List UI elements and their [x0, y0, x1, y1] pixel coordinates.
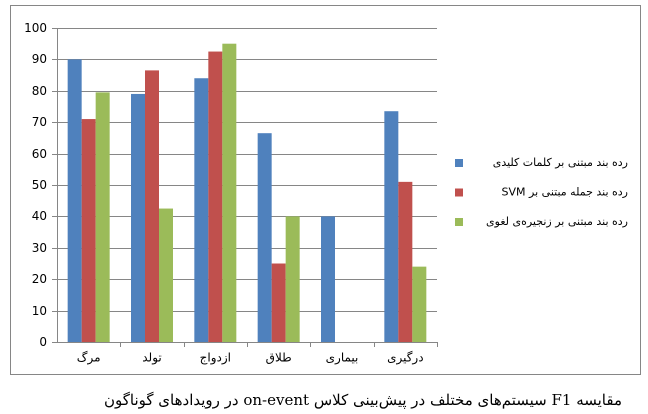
y-tick-label: 80	[32, 84, 47, 98]
x-tick-label: مرگ	[77, 351, 101, 366]
caption: مقایسه F1 سیستم‌های مختلف در پیش‌بینی کل…	[104, 391, 622, 409]
legend-swatch	[455, 188, 463, 197]
y-tick-label: 60	[32, 147, 47, 161]
y-tick-label: 30	[32, 241, 47, 255]
bar	[222, 43, 237, 342]
bar	[95, 92, 110, 343]
legend-label: رده بند مبتنی بر زنجیره‌ی لغوی	[486, 215, 628, 228]
x-tick-label: درگیری	[387, 351, 424, 366]
y-tick-label: 100	[24, 21, 47, 35]
bar	[398, 181, 413, 342]
legend-swatch	[455, 218, 463, 226]
bar	[194, 78, 209, 343]
y-tick-label: 50	[32, 178, 47, 192]
bar	[271, 263, 286, 342]
bar	[412, 266, 427, 342]
legend-swatch	[455, 159, 463, 167]
bar	[384, 111, 399, 343]
bar	[285, 216, 300, 342]
legend-label: رده بند جمله مبتنی بر SVM	[502, 186, 628, 199]
y-tick-label: 20	[32, 272, 47, 286]
x-tick-label: ازدواج	[200, 351, 231, 366]
bar	[81, 119, 96, 342]
x-tick-label: تولد	[142, 351, 162, 366]
y-tick-label: 40	[32, 209, 47, 223]
bar	[321, 216, 335, 342]
legend-label: رده بند مبتنی بر کلمات کلیدی	[493, 156, 628, 169]
y-tick-label: 10	[32, 304, 47, 318]
bar	[67, 59, 82, 343]
bar	[257, 133, 272, 342]
y-tick-label: 70	[32, 115, 47, 129]
bar	[159, 208, 173, 342]
y-tick-label: 0	[39, 335, 47, 349]
bar	[145, 70, 159, 342]
bar	[208, 51, 223, 343]
y-tick-label: 90	[32, 52, 47, 66]
bar	[131, 93, 145, 342]
x-tick-label: طلاق	[266, 351, 292, 365]
x-tick-label: بیماری	[326, 351, 359, 366]
